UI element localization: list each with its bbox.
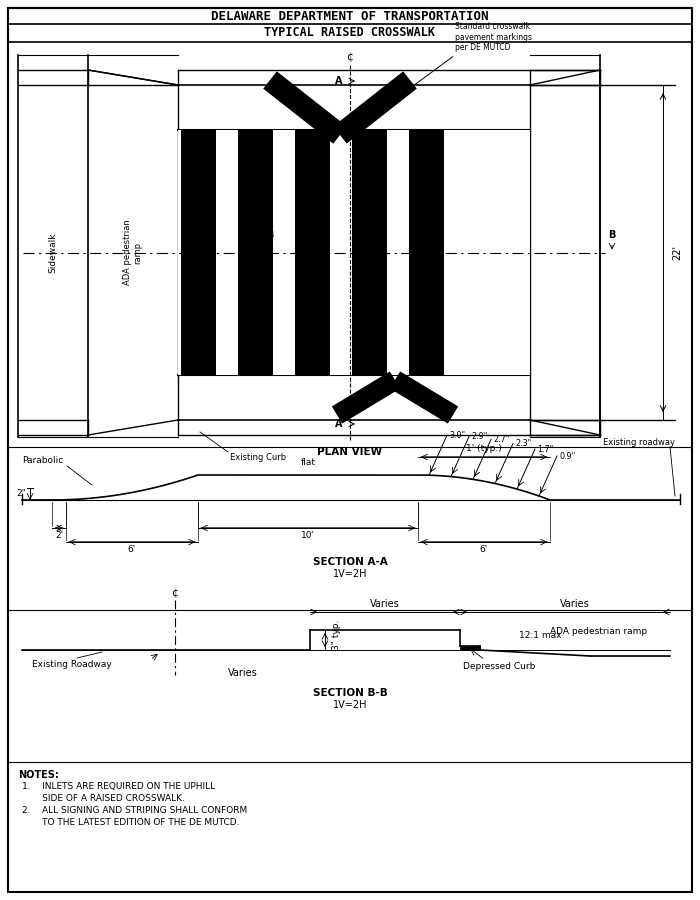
Text: 1V=2H: 1V=2H [332,569,368,579]
Text: 2.9": 2.9" [471,432,487,441]
Text: Sidewalk: Sidewalk [48,232,57,273]
Text: PLAN VIEW: PLAN VIEW [317,447,383,457]
Text: 1.7": 1.7" [537,445,553,454]
Text: B: B [266,230,274,240]
Text: 2.7": 2.7" [493,435,510,444]
Text: Varies: Varies [370,599,400,609]
Text: Existing Curb: Existing Curb [230,453,286,462]
Text: Parabolic: Parabolic [22,456,63,465]
Bar [409,130,444,375]
Text: 12:1 max: 12:1 max [519,631,561,640]
Text: 22': 22' [672,245,682,260]
Text: flat: flat [300,458,316,467]
Polygon shape [332,372,400,424]
Bar [460,646,480,650]
Text: ADA pedestrian ramp: ADA pedestrian ramp [550,627,647,636]
Text: Existing roadway: Existing roadway [603,438,675,447]
Bar [352,130,387,375]
Text: 10': 10' [301,531,315,540]
Text: 2.    ALL SIGNING AND STRIPING SHALL CONFORM: 2. ALL SIGNING AND STRIPING SHALL CONFOR… [22,806,247,815]
Polygon shape [390,372,458,424]
Bar [238,130,273,375]
Text: Varies: Varies [228,668,258,678]
Text: Depressed Curb: Depressed Curb [463,662,536,671]
Text: ¢: ¢ [346,52,354,62]
Text: NOTES:: NOTES: [18,770,59,780]
Text: TO THE LATEST EDITION OF THE DE MUTCD.: TO THE LATEST EDITION OF THE DE MUTCD. [22,818,239,827]
Text: 1' (typ.): 1' (typ.) [466,444,502,453]
Text: A: A [335,76,342,86]
Text: SIDE OF A RAISED CROSSWALK.: SIDE OF A RAISED CROSSWALK. [22,794,185,803]
Text: Varies: Varies [560,599,590,609]
Bar [295,130,330,375]
Text: SECTION A-A: SECTION A-A [313,557,387,567]
Text: ADA pedestrian
ramp: ADA pedestrian ramp [123,220,143,285]
Text: 2": 2" [16,490,26,499]
Text: ¢: ¢ [172,588,178,598]
Text: 6': 6' [128,545,136,554]
Text: 3.0": 3.0" [449,431,465,440]
Text: DELAWARE DEPARTMENT OF TRANSPORTATION: DELAWARE DEPARTMENT OF TRANSPORTATION [211,10,489,22]
Text: SECTION B-B: SECTION B-B [313,688,387,698]
Text: 1.    INLETS ARE REQUIRED ON THE UPHILL: 1. INLETS ARE REQUIRED ON THE UPHILL [22,782,215,791]
Text: 2': 2' [55,531,63,540]
Polygon shape [263,71,346,144]
Text: TYPICAL RAISED CROSSWALK: TYPICAL RAISED CROSSWALK [265,26,435,40]
Text: 6': 6' [480,545,488,554]
Bar [178,130,530,375]
Text: 0.9": 0.9" [559,452,575,461]
Text: B: B [608,230,616,240]
Text: 2.3": 2.3" [515,439,531,448]
Text: A: A [335,419,342,429]
Text: Existing Roadway: Existing Roadway [32,660,112,669]
Bar [181,130,216,375]
Text: 3" typ.: 3" typ. [332,620,341,650]
Text: Standard crosswalk
pavement markings
per DE MUTCD: Standard crosswalk pavement markings per… [455,22,532,52]
Text: 1V=2H: 1V=2H [332,700,368,710]
Polygon shape [333,71,416,144]
